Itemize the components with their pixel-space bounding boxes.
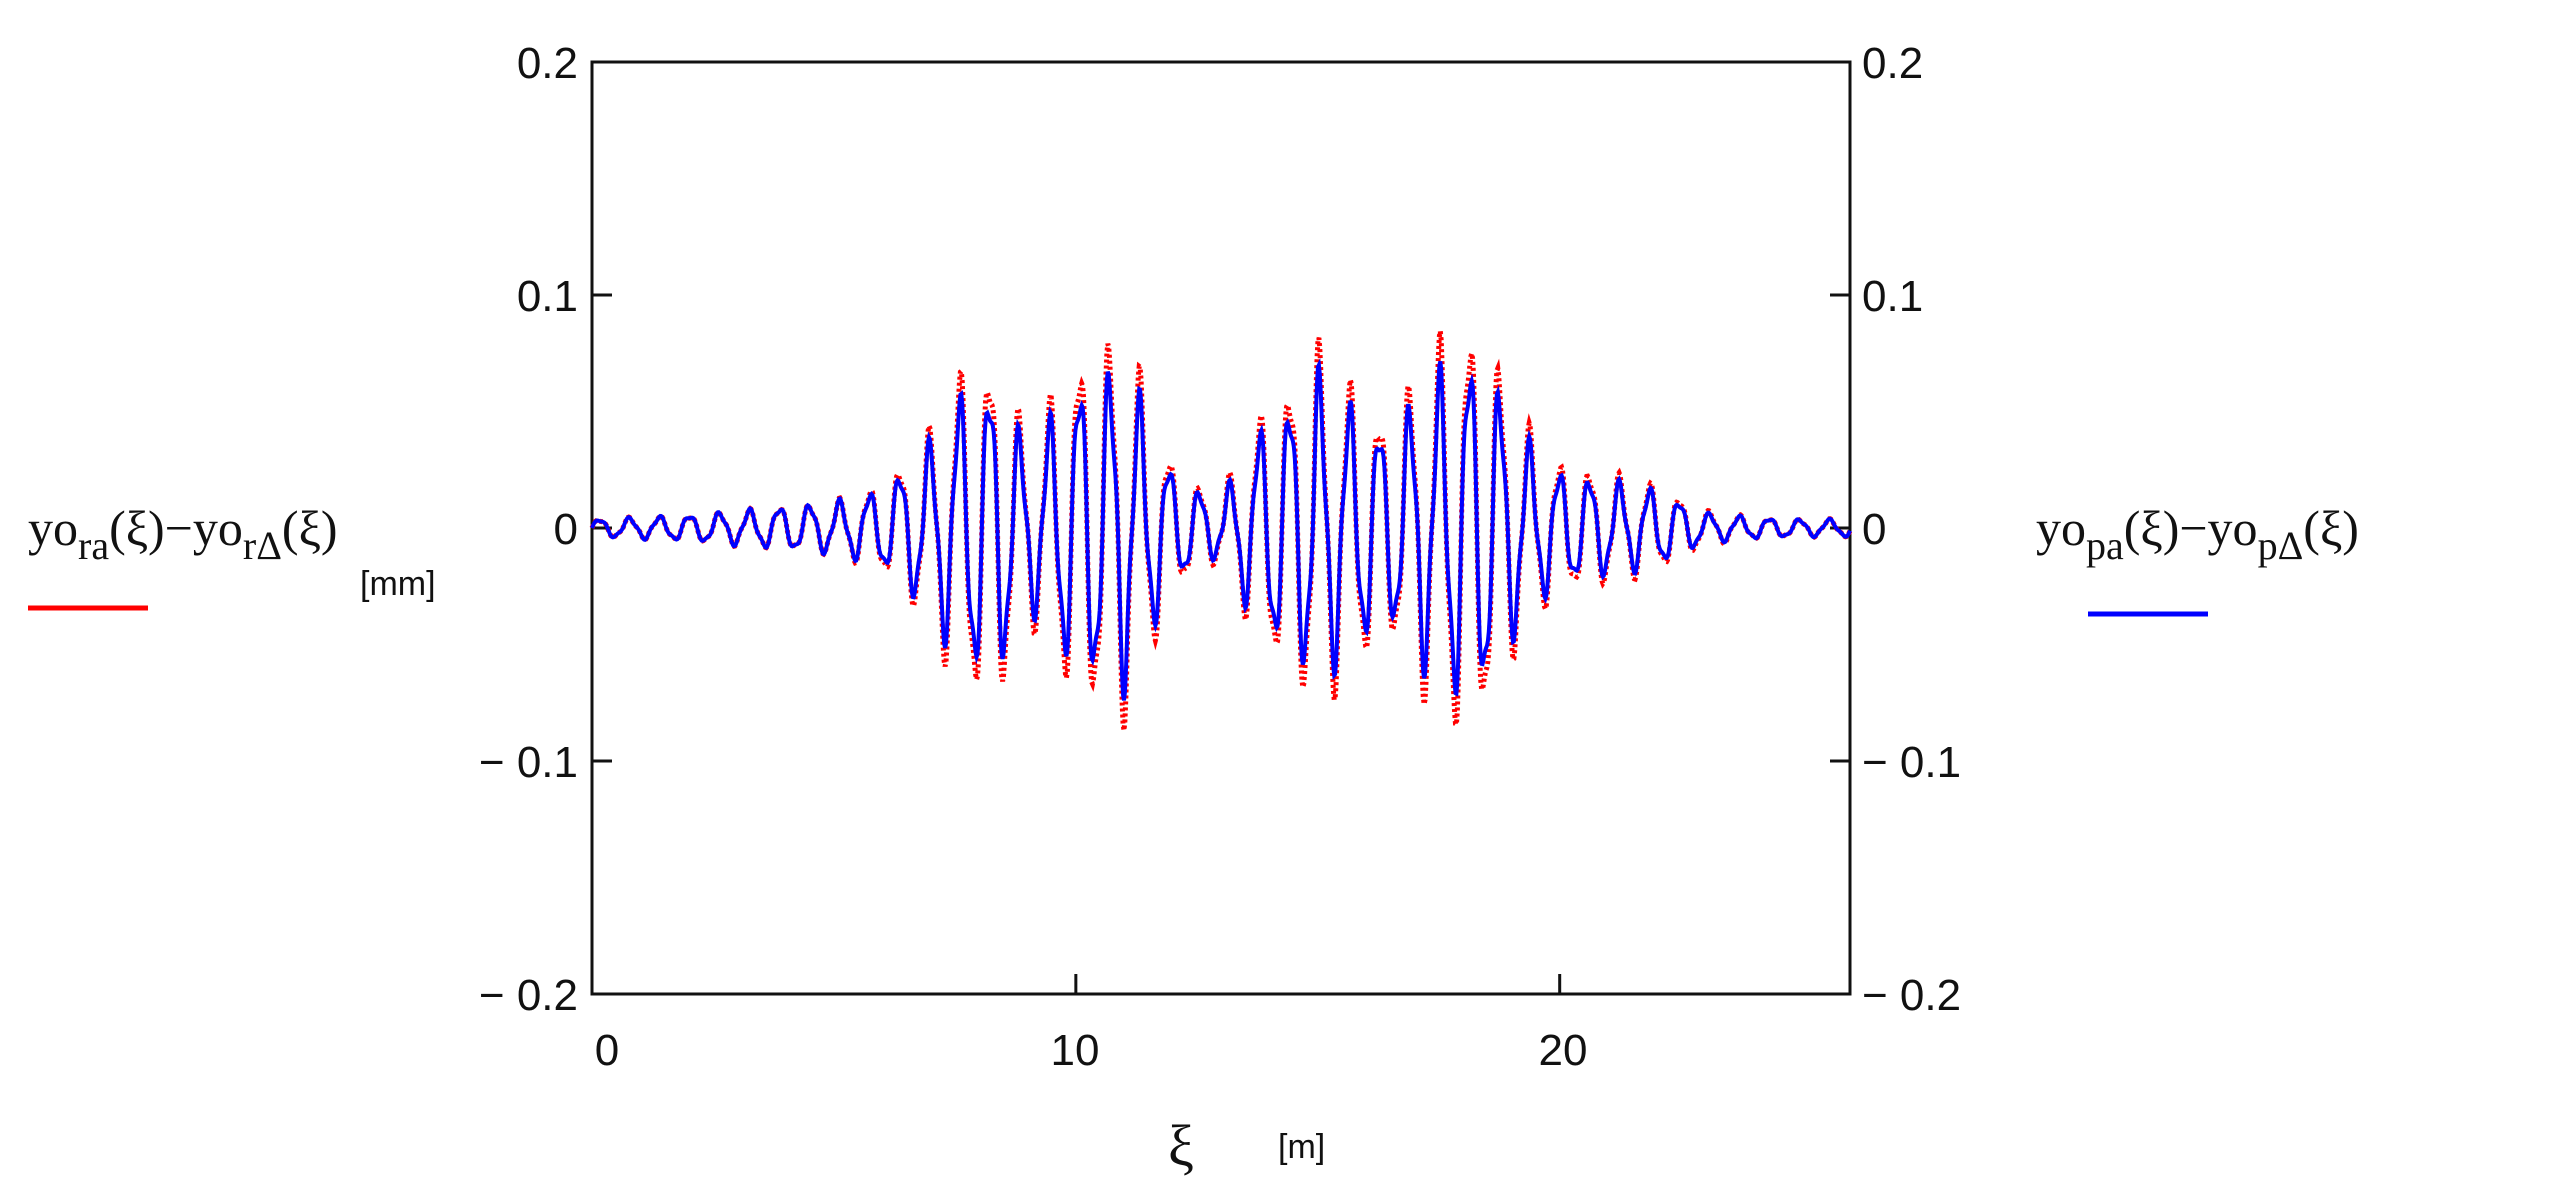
y-tick-right: − 0.1	[1862, 738, 1961, 787]
tick-marks	[590, 60, 1850, 996]
y-tick-right: 0	[1862, 505, 1886, 554]
y-tick-left: − 0.2	[479, 971, 578, 1020]
y-tick-right: − 0.2	[1862, 971, 1961, 1020]
x-tick: 20	[1539, 1026, 1588, 1075]
y-axis-label-left: yora(ξ)−yorΔ(ξ)	[28, 500, 338, 568]
y-tick-left: 0.1	[517, 272, 578, 321]
x-axis-unit: [m]	[1278, 1128, 1325, 1166]
series-line	[590, 357, 1852, 701]
x-axis-symbol: ξ	[1168, 1113, 1194, 1178]
y-axis-label-right: yopa(ξ)−yopΔ(ξ)	[2036, 500, 2359, 568]
y-tick-left: 0	[554, 505, 578, 554]
y-tick-right: 0.2	[1862, 39, 1923, 88]
series-layer	[589, 330, 1853, 731]
x-tick: 10	[1051, 1026, 1100, 1075]
y-axis-unit-left: [mm]	[360, 565, 436, 603]
y-tick-left: 0.2	[517, 39, 578, 88]
y-tick-left: − 0.1	[479, 738, 578, 787]
y-tick-right: 0.1	[1862, 272, 1923, 321]
x-tick: 0	[595, 1026, 619, 1075]
